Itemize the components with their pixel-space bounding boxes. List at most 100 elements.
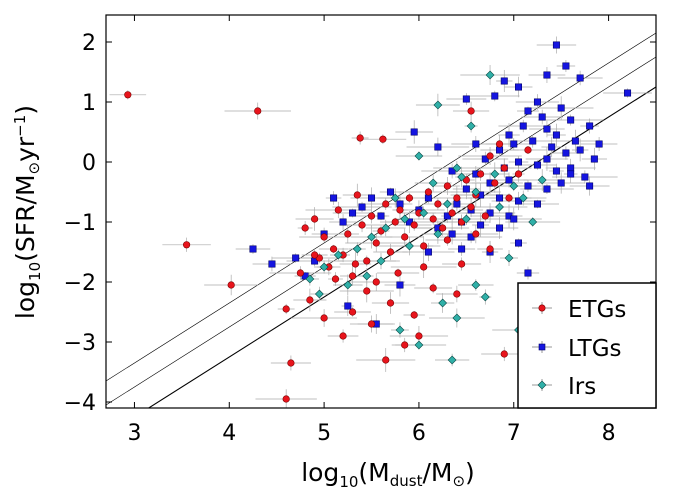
point-ltgs [562,149,570,157]
point-ltgs [410,128,418,136]
point-etgs [382,356,390,364]
point-ltgs [576,146,584,154]
point-etgs [329,245,338,253]
legend-label-etgs: ETGs [568,297,626,323]
point-ltgs [552,167,560,175]
y-tick-label: 1 [82,91,96,116]
point-etgs [386,248,395,256]
point-ltgs [524,182,532,190]
point-ltgs [349,209,357,217]
point-irs [414,340,424,350]
point-ltgs [571,137,579,145]
point-ltgs [424,248,432,256]
point-irs [466,121,476,131]
point-ltgs [339,218,347,226]
point-ltgs [453,200,461,208]
point-irs [471,187,481,197]
point-ltgs [462,185,470,193]
point-irs [452,313,462,323]
legend-marker-irs [537,380,547,390]
y-tick-label: 2 [82,31,96,56]
point-ltgs [491,92,499,100]
point-ltgs [448,167,456,175]
point-etgs [391,218,399,226]
point-etgs [415,332,423,340]
legend-label-ltgs: LTGs [568,336,622,362]
point-etgs [348,308,357,316]
point-etgs [448,209,456,217]
point-etgs [429,215,437,223]
point-irs [419,208,429,218]
point-ltgs [249,245,257,253]
y-axis-label: log10(SFR/M⊙yr−1) [11,105,44,319]
legend-label-irs: Irs [568,374,596,400]
point-etgs [386,299,395,307]
point-etgs [334,206,342,214]
point-etgs [524,146,532,154]
legend-item-irs: Irs [532,374,596,400]
point-etgs [353,191,361,199]
point-ltgs [377,212,385,220]
point-irs [405,241,414,251]
point-irs [376,256,386,266]
legend: ETGs LTGs Irs [517,282,657,409]
legend-item-ltgs: LTGs [532,336,622,362]
point-irs [395,325,405,335]
point-etgs [481,212,489,220]
point-etgs [282,395,290,403]
point-irs [471,280,481,290]
point-ltgs [538,113,546,121]
y-tick-label: −2 [64,271,96,296]
point-etgs [486,245,494,253]
point-etgs [401,233,409,241]
point-ltgs [557,179,565,187]
data-points [124,41,632,403]
point-etgs [282,305,290,313]
point-irs [447,355,457,365]
point-etgs [358,221,366,229]
point-ltgs [514,239,522,247]
point-etgs [367,212,376,220]
point-ltgs [595,140,603,148]
point-irs [343,280,353,290]
point-irs [480,292,490,302]
point-ltgs [576,74,584,82]
point-etgs [344,230,352,238]
legend-marker-etgs [538,304,546,312]
point-irs [352,244,362,254]
point-ltgs [524,269,532,277]
point-ltgs [496,224,504,232]
point-ltgs [434,143,442,151]
point-etgs [405,194,414,202]
point-ltgs [510,140,518,148]
point-irs [400,214,410,224]
x-tick-label: 7 [507,421,521,446]
point-etgs [356,134,364,142]
x-tick-label: 4 [222,421,236,446]
point-etgs [453,290,461,298]
y-tick-label: −3 [64,331,96,356]
point-etgs [476,170,485,178]
point-irs [518,193,528,203]
point-etgs [301,224,309,232]
point-etgs [331,275,340,283]
point-irs [414,151,424,161]
x-tick-label: 3 [127,421,141,446]
point-etgs [379,135,387,143]
axis-ticks: 3 4 5 6 7 8 −4 −3 −2 −1 0 1 2 [64,15,656,446]
point-etgs [363,257,371,265]
point-etgs [320,233,328,241]
point-irs [537,175,547,185]
point-etgs [486,152,494,160]
point-irs [390,193,400,203]
point-etgs [500,350,508,358]
point-etgs [401,341,409,349]
point-etgs [296,269,304,277]
point-etgs [505,194,513,202]
point-ltgs [519,122,527,130]
point-irs [333,250,343,260]
point-irs [528,217,538,227]
point-ltgs [586,122,594,130]
point-ltgs [567,116,575,124]
point-irs [495,202,504,212]
